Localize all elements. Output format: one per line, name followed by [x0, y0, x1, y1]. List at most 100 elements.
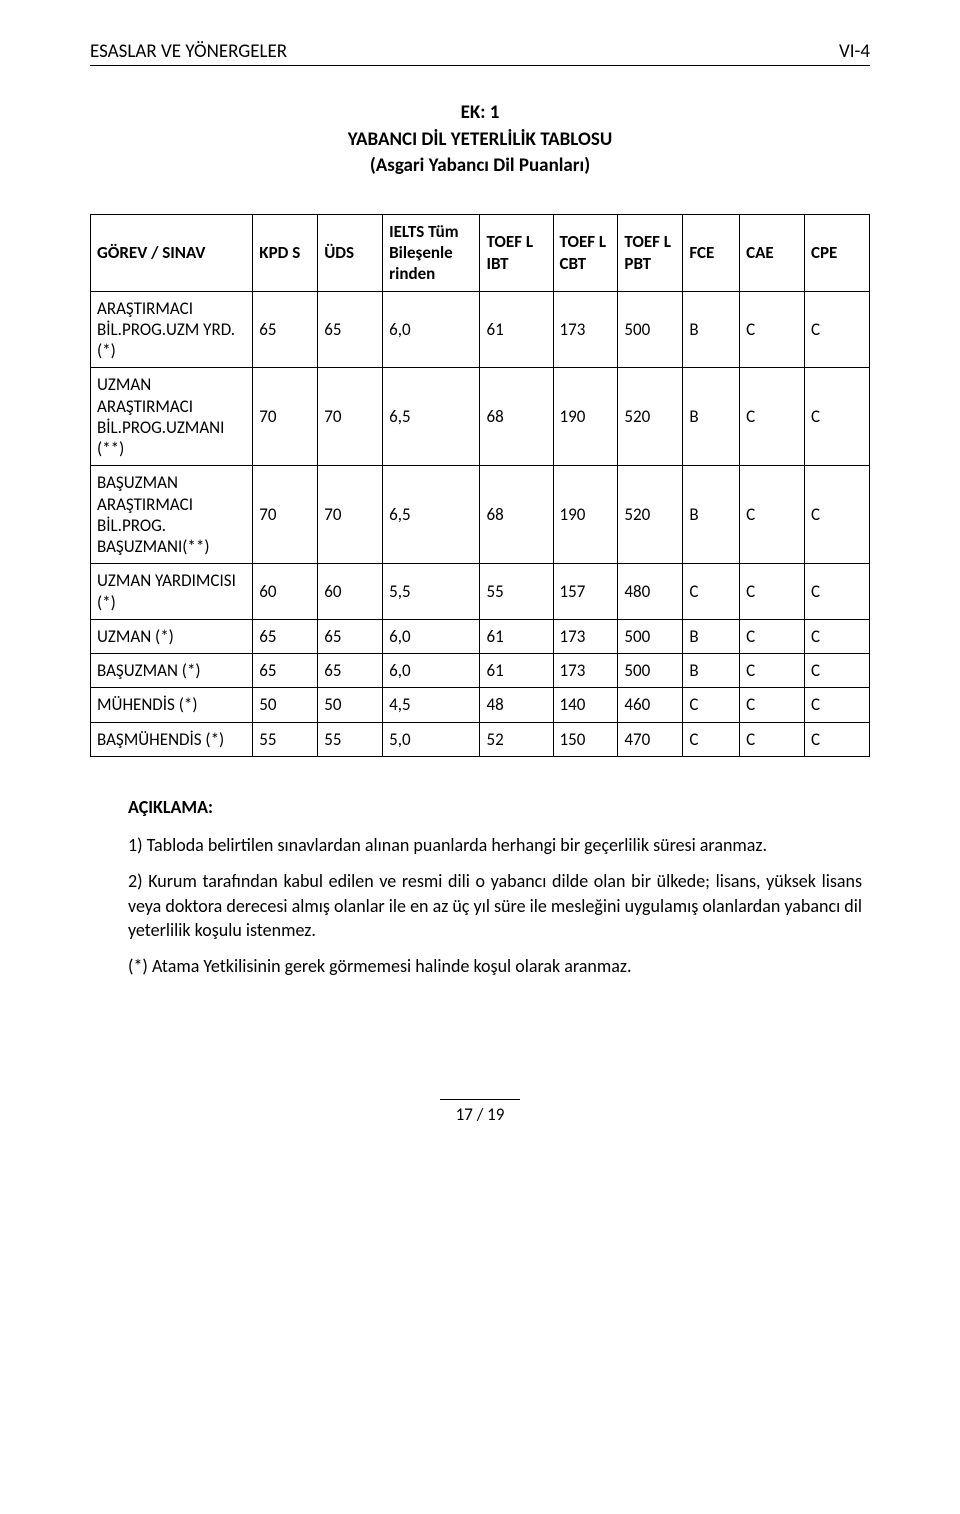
row-label-cell: MÜHENDİS (*) — [91, 688, 253, 722]
data-cell: 70 — [318, 466, 383, 564]
data-cell: 70 — [253, 368, 318, 466]
data-cell: 5,0 — [383, 722, 480, 756]
data-cell: C — [805, 722, 870, 756]
data-cell: 6,0 — [383, 654, 480, 688]
data-cell: 48 — [480, 688, 553, 722]
explanation-item-3: (*) Atama Yetkilisinin gerek görmemesi h… — [128, 954, 862, 978]
col-header: ÜDS — [318, 214, 383, 291]
data-cell: 157 — [553, 564, 618, 620]
table-row: MÜHENDİS (*)50504,548140460CCC — [91, 688, 870, 722]
table-row: UZMAN (*)65656,061173500BCC — [91, 619, 870, 653]
data-cell: 173 — [553, 619, 618, 653]
data-cell: C — [805, 654, 870, 688]
data-cell: 6,0 — [383, 619, 480, 653]
page-footer: 17 / 19 — [440, 1099, 520, 1125]
table-row: BAŞUZMAN ARAŞTIRMACI BİL.PROG. BAŞUZMANI… — [91, 466, 870, 564]
data-cell: C — [683, 722, 740, 756]
data-cell: 4,5 — [383, 688, 480, 722]
title-line-1: EK: 1 — [90, 100, 870, 127]
data-cell: 500 — [618, 654, 683, 688]
data-cell: 65 — [318, 619, 383, 653]
data-cell: 55 — [480, 564, 553, 620]
data-cell: 6,5 — [383, 368, 480, 466]
table-row: UZMAN YARDIMCISI (*)60605,555157480CCC — [91, 564, 870, 620]
data-cell: 61 — [480, 619, 553, 653]
col-header: GÖREV / SINAV — [91, 214, 253, 291]
data-cell: 5,5 — [383, 564, 480, 620]
data-cell: C — [683, 564, 740, 620]
data-cell: C — [740, 688, 805, 722]
data-cell: 460 — [618, 688, 683, 722]
title-line-3: (Asgari Yabancı Dil Puanları) — [90, 153, 870, 180]
explanation-block: AÇIKLAMA: 1) Tabloda belirtilen sınavlar… — [90, 795, 870, 979]
data-cell: 60 — [318, 564, 383, 620]
data-cell: C — [740, 564, 805, 620]
data-cell: C — [805, 619, 870, 653]
col-header: IELTS Tüm Bileşenle rinden — [383, 214, 480, 291]
document-title: EK: 1 YABANCI DİL YETERLİLİK TABLOSU (As… — [90, 100, 870, 180]
explanation-item-1: 1) Tabloda belirtilen sınavlardan alınan… — [128, 833, 862, 857]
row-label-cell: BAŞUZMAN ARAŞTIRMACI BİL.PROG. BAŞUZMANI… — [91, 466, 253, 564]
col-header: KPD S — [253, 214, 318, 291]
data-cell: 190 — [553, 466, 618, 564]
header-left: ESASLAR VE YÖNERGELER — [90, 40, 287, 63]
data-cell: 480 — [618, 564, 683, 620]
data-cell: B — [683, 291, 740, 368]
data-cell: 520 — [618, 368, 683, 466]
data-cell: C — [740, 466, 805, 564]
table-row: UZMAN ARAŞTIRMACI BİL.PROG.UZMANI (**)70… — [91, 368, 870, 466]
data-cell: 520 — [618, 466, 683, 564]
data-cell: C — [740, 291, 805, 368]
col-header: CAE — [740, 214, 805, 291]
data-cell: 173 — [553, 291, 618, 368]
data-cell: 65 — [318, 291, 383, 368]
data-cell: C — [805, 688, 870, 722]
row-label-cell: BAŞUZMAN (*) — [91, 654, 253, 688]
data-cell: 65 — [318, 654, 383, 688]
data-cell: B — [683, 654, 740, 688]
row-label-cell: UZMAN (*) — [91, 619, 253, 653]
data-cell: 65 — [253, 654, 318, 688]
col-header: CPE — [805, 214, 870, 291]
data-cell: C — [740, 722, 805, 756]
data-cell: 55 — [318, 722, 383, 756]
data-cell: 50 — [253, 688, 318, 722]
data-cell: 500 — [618, 291, 683, 368]
data-cell: B — [683, 466, 740, 564]
data-cell: 65 — [253, 619, 318, 653]
page-header: ESASLAR VE YÖNERGELER VI-4 — [90, 40, 870, 66]
title-line-2: YABANCI DİL YETERLİLİK TABLOSU — [90, 127, 870, 154]
table-header-row: GÖREV / SINAV KPD S ÜDS IELTS Tüm Bileşe… — [91, 214, 870, 291]
data-cell: 500 — [618, 619, 683, 653]
data-cell: 61 — [480, 654, 553, 688]
col-header: TOEF L IBT — [480, 214, 553, 291]
row-label-cell: BAŞMÜHENDİS (*) — [91, 722, 253, 756]
row-label-cell: UZMAN ARAŞTIRMACI BİL.PROG.UZMANI (**) — [91, 368, 253, 466]
data-cell: 470 — [618, 722, 683, 756]
col-header: FCE — [683, 214, 740, 291]
data-cell: 173 — [553, 654, 618, 688]
table-row: ARAŞTIRMACI BİL.PROG.UZM YRD. (*)65656,0… — [91, 291, 870, 368]
header-right: VI-4 — [839, 40, 870, 63]
data-cell: 68 — [480, 466, 553, 564]
proficiency-table: GÖREV / SINAV KPD S ÜDS IELTS Tüm Bileşe… — [90, 214, 870, 757]
table-row: BAŞUZMAN (*)65656,061173500BCC — [91, 654, 870, 688]
data-cell: C — [805, 466, 870, 564]
col-header: TOEF L PBT — [618, 214, 683, 291]
data-cell: 55 — [253, 722, 318, 756]
data-cell: C — [805, 564, 870, 620]
data-cell: 70 — [318, 368, 383, 466]
table-row: BAŞMÜHENDİS (*)55555,052150470CCC — [91, 722, 870, 756]
data-cell: B — [683, 368, 740, 466]
data-cell: 60 — [253, 564, 318, 620]
explanation-heading: AÇIKLAMA: — [128, 795, 862, 819]
data-cell: B — [683, 619, 740, 653]
data-cell: 52 — [480, 722, 553, 756]
data-cell: C — [805, 291, 870, 368]
data-cell: 140 — [553, 688, 618, 722]
data-cell: C — [805, 368, 870, 466]
data-cell: C — [683, 688, 740, 722]
data-cell: 6,5 — [383, 466, 480, 564]
data-cell: C — [740, 368, 805, 466]
data-cell: 190 — [553, 368, 618, 466]
